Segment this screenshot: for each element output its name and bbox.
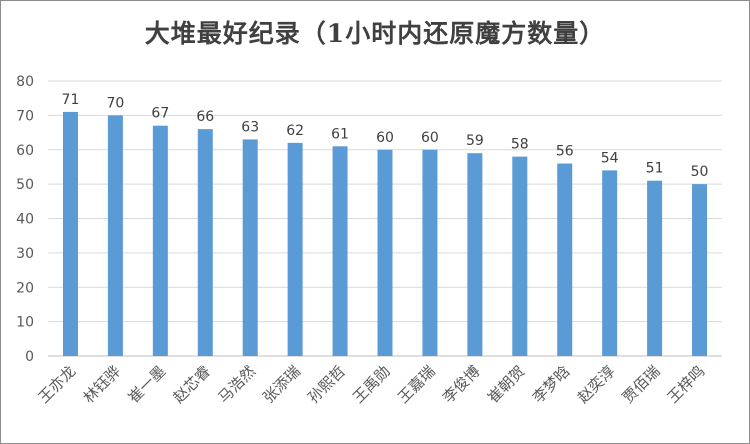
bar — [107, 115, 123, 356]
category-label: 王禹勋 — [349, 362, 394, 407]
category-label: 王梓鸣 — [664, 362, 709, 407]
data-label: 63 — [241, 119, 259, 135]
category-label: 崔朝贺 — [484, 362, 529, 407]
category-label: 孙熙哲 — [304, 362, 349, 407]
bar — [197, 129, 213, 356]
bar — [62, 111, 78, 356]
data-label: 71 — [62, 92, 80, 108]
category-label: 张添瑞 — [259, 362, 304, 407]
bar — [647, 180, 663, 356]
bar — [512, 156, 528, 356]
data-label: 67 — [151, 106, 169, 122]
y-tick-label: 30 — [16, 246, 34, 262]
chart-title: 大堆最好纪录（1小时内还原魔方数量） — [144, 19, 606, 48]
bar — [422, 149, 438, 356]
bar — [602, 170, 618, 356]
category-label: 崔一墨 — [125, 362, 170, 407]
data-label: 60 — [421, 130, 439, 146]
category-label: 马浩然 — [214, 362, 259, 407]
data-label: 70 — [106, 95, 124, 111]
bar — [377, 149, 393, 356]
bar — [692, 184, 708, 356]
data-label: 56 — [556, 144, 574, 160]
y-tick-label: 60 — [16, 143, 34, 159]
bar — [332, 146, 348, 356]
data-label: 66 — [196, 109, 214, 125]
y-tick-label: 40 — [16, 212, 34, 228]
category-label: 李俊博 — [439, 362, 484, 407]
y-tick-label: 70 — [16, 108, 34, 124]
category-label: 王亦龙 — [35, 362, 80, 407]
bar — [557, 163, 573, 356]
data-label: 60 — [376, 130, 394, 146]
category-label: 王嘉瑞 — [394, 362, 439, 407]
data-label: 58 — [511, 137, 529, 153]
data-label: 51 — [646, 161, 664, 177]
data-label: 50 — [691, 164, 709, 180]
data-label: 59 — [466, 133, 484, 149]
y-tick-label: 10 — [16, 315, 34, 331]
bar — [152, 125, 168, 356]
data-label: 61 — [331, 126, 349, 142]
bar — [467, 153, 483, 356]
bar — [287, 142, 303, 356]
category-label: 赵奕淳 — [574, 362, 619, 407]
data-label: 62 — [286, 123, 304, 139]
y-tick-label: 50 — [16, 177, 34, 193]
data-label: 54 — [601, 150, 619, 166]
category-label: 赵芯睿 — [170, 362, 215, 407]
y-tick-label: 0 — [25, 349, 34, 365]
category-label: 贾佰瑞 — [619, 362, 664, 407]
category-label: 李梦晗 — [529, 362, 574, 407]
y-tick-label: 20 — [16, 280, 34, 296]
category-label: 林钰骅 — [80, 362, 125, 407]
y-tick-label: 80 — [16, 74, 34, 90]
bar — [242, 139, 258, 356]
